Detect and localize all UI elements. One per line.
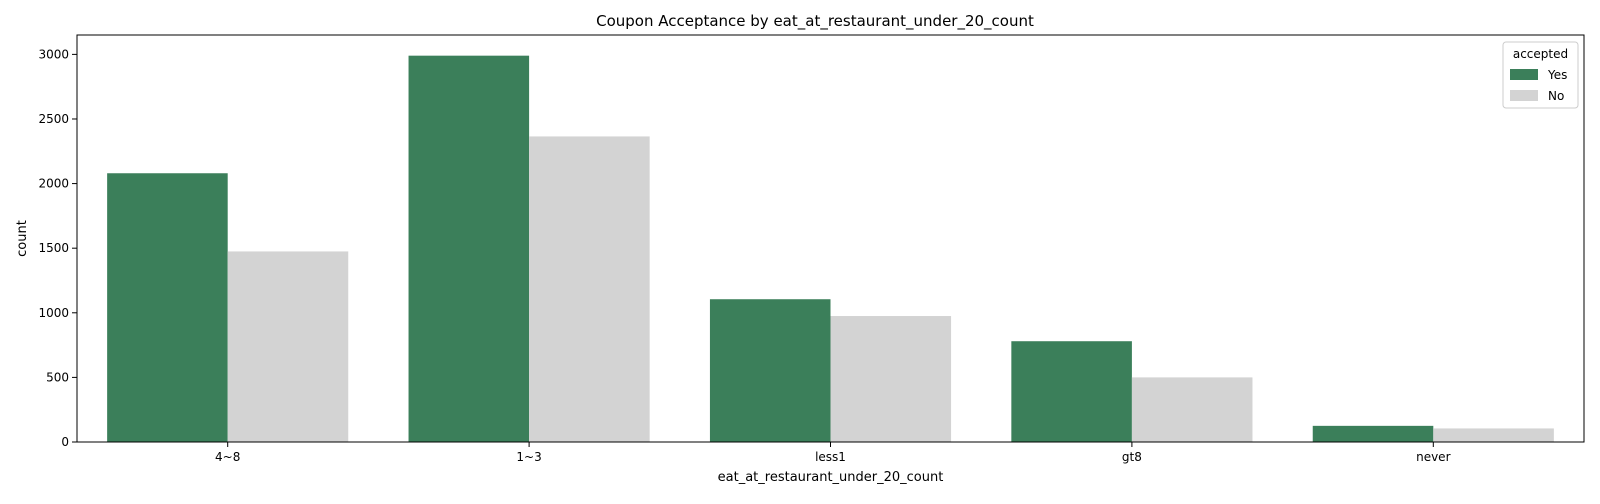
y-axis-label: count [15,220,30,257]
x-tick-label: never [1416,450,1450,464]
legend-swatch-no [1510,90,1538,101]
bar-less1-yes [709,299,831,442]
bar-1~3-yes [408,55,530,443]
legend-title: accepted [1513,47,1568,61]
y-tick-label: 3000 [38,47,69,61]
bar-never-yes [1312,425,1434,442]
y-tick-label: 500 [46,370,69,384]
bar-1~3-no [529,136,650,442]
legend-label-yes: Yes [1547,68,1567,82]
y-tick-label: 2000 [38,177,69,191]
bar-gt8-yes [1011,341,1132,442]
bar-4~8-yes [107,173,228,442]
y-axis: 0 500 1000 1500 2000 2500 3000 [38,47,77,449]
legend-label-no: No [1548,89,1564,103]
plot-frame [76,34,1585,443]
x-tick-label: 1~3 [516,450,541,464]
bars-group [107,55,1554,443]
y-tick-label: 1000 [38,306,69,320]
x-axis-label: eat_at_restaurant_under_20_count [718,470,944,485]
legend: accepted Yes No [1502,41,1579,109]
bar-less1-no [830,316,952,442]
bar-4~8-no [227,251,349,442]
y-tick-label: 0 [61,435,69,449]
x-tick-label: gt8 [1122,450,1142,464]
x-axis: 4~8 1~3 less1 gt8 never [215,442,1451,464]
legend-swatch-yes [1510,69,1538,80]
bar-never-no [1433,428,1554,442]
y-tick-label: 1500 [38,241,69,255]
y-tick-label: 2500 [38,112,69,126]
chart-title: Coupon Acceptance by eat_at_restaurant_u… [596,12,1034,31]
x-tick-label: less1 [815,450,846,464]
bar-gt8-no [1131,377,1253,442]
x-tick-label: 4~8 [215,450,240,464]
